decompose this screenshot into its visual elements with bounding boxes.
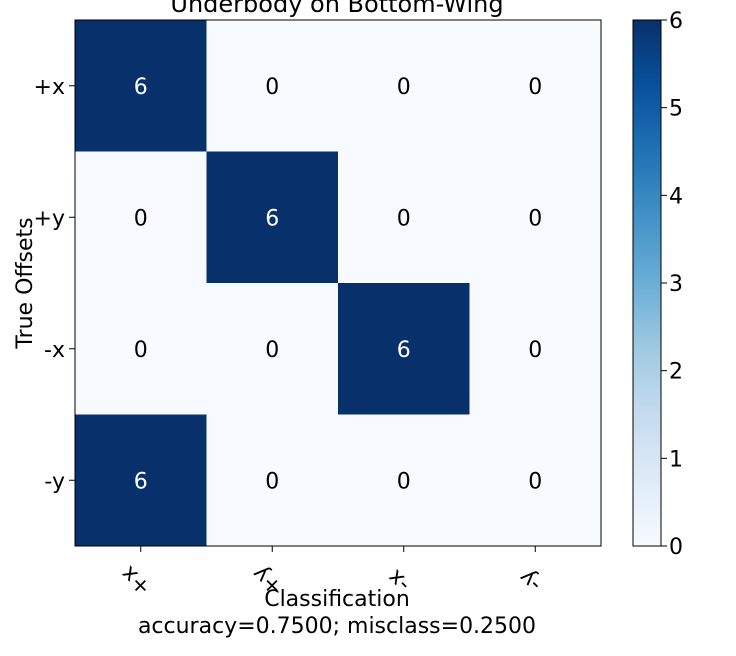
cell-value-label: 6 [134, 75, 148, 100]
matrix-cell [469, 20, 601, 152]
y-tick-label: +x [34, 75, 65, 100]
matrix-cell [338, 20, 470, 152]
matrix-cells: 6 0 0 0 0 6 0 0 0 0 6 0 6 0 0 0 [75, 20, 601, 546]
matrix-cell [338, 283, 470, 415]
matrix-cell [469, 283, 601, 415]
cell-value-label: 0 [397, 75, 411, 100]
colorbar-tick-label: 0 [669, 535, 683, 560]
cell-value-label: 0 [528, 338, 542, 363]
cell-value-label: 0 [528, 469, 542, 494]
matrix-cell [206, 414, 338, 546]
colorbar-tick-label: 2 [669, 360, 683, 385]
matrix-cell [206, 20, 338, 152]
colorbar-tick-label: 5 [669, 97, 683, 122]
matrix-cell [75, 283, 207, 415]
colorbar-tick-label: 4 [669, 184, 683, 209]
y-tick-label: +y [34, 206, 65, 231]
colorbar [632, 19, 662, 547]
matrix-cell [75, 151, 207, 283]
cell-value-label: 6 [397, 338, 411, 363]
matrix-cell [469, 151, 601, 283]
colorbar-ticks: 0 1 2 3 4 5 6 [661, 9, 683, 560]
x-axis-label: Classification [264, 587, 410, 612]
cell-value-label: 0 [265, 75, 279, 100]
y-tick-label: -y [44, 469, 65, 494]
matrix-cell [206, 151, 338, 283]
matrix-cell [469, 414, 601, 546]
matrix-cell [75, 20, 207, 152]
matrix-cell [75, 414, 207, 546]
matrix-cell [338, 151, 470, 283]
cell-value-label: 0 [265, 469, 279, 494]
chart-title: Underbody on Bottom-Wing [170, 0, 503, 18]
cell-value-label: 0 [528, 206, 542, 231]
x-tick-label: +x [116, 561, 156, 601]
cell-value-label: 6 [134, 469, 148, 494]
cell-value-label: 6 [265, 206, 279, 231]
cell-value-label: 0 [265, 338, 279, 363]
y-tick-label: -x [44, 338, 65, 363]
y-axis-label: True Offsets [13, 217, 38, 349]
matrix-cell [206, 283, 338, 415]
colorbar-tick-label: 6 [669, 9, 683, 34]
cell-value-label: 0 [397, 469, 411, 494]
matrix-cell [338, 414, 470, 546]
colorbar-tick-label: 3 [669, 272, 683, 297]
cell-value-label: 0 [397, 206, 411, 231]
x-tick-label: -y [515, 564, 547, 596]
cell-value-label: 0 [528, 75, 542, 100]
plot-frame [74, 19, 602, 547]
colorbar-tick-label: 1 [669, 447, 683, 472]
cell-value-label: 0 [134, 338, 148, 363]
cell-value-label: 0 [134, 206, 148, 231]
accuracy-footer: accuracy=0.7500; misclass=0.2500 [138, 614, 536, 639]
